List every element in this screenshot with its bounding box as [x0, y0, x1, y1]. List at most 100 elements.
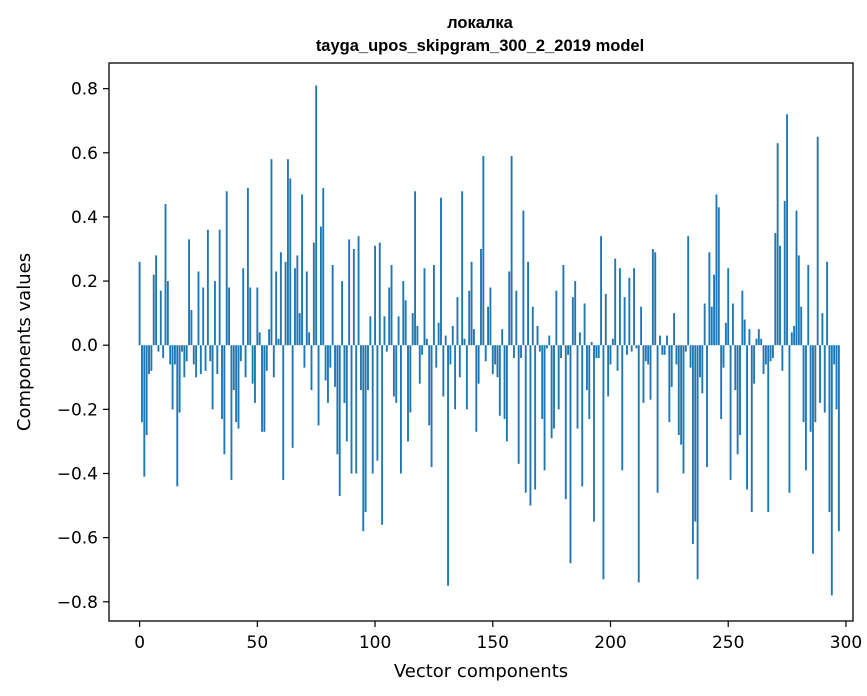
bar: [237, 345, 240, 429]
bar: [637, 345, 640, 583]
bar: [141, 345, 143, 423]
bar: [494, 345, 497, 365]
bar: [670, 345, 673, 387]
bar: [602, 345, 605, 580]
bar: [560, 345, 562, 359]
bar: [750, 345, 753, 512]
bar: [324, 345, 327, 381]
bar: [364, 345, 367, 512]
x-tick-label: 0: [134, 633, 145, 653]
bar: [263, 345, 266, 432]
chart-subtitle: tayga_upos_skipgram_300_2_2019 model: [316, 37, 644, 55]
bar-series: [138, 85, 840, 596]
bar: [826, 261, 829, 346]
bar: [590, 342, 593, 346]
bar: [395, 345, 398, 403]
bar: [463, 338, 466, 346]
bar: [724, 322, 727, 346]
bar: [369, 316, 372, 346]
bar: [821, 313, 824, 346]
bar: [574, 281, 577, 346]
bar: [343, 345, 346, 403]
bar: [197, 271, 200, 346]
bar: [708, 252, 711, 346]
bar: [244, 345, 247, 378]
bar: [435, 345, 438, 368]
bar: [661, 345, 664, 355]
bar: [571, 297, 574, 346]
bar: [305, 271, 308, 346]
bar: [272, 345, 275, 378]
bar: [604, 293, 607, 346]
bar: [809, 345, 812, 432]
bar: [225, 191, 228, 346]
bar: [731, 303, 734, 346]
bar: [595, 345, 598, 359]
bar: [727, 268, 730, 346]
bar: [684, 345, 687, 352]
bar: [454, 345, 457, 410]
bar: [496, 345, 499, 378]
bar: [430, 345, 433, 468]
bar: [239, 345, 242, 362]
bar: [779, 245, 781, 346]
bar: [553, 345, 555, 429]
bar: [501, 329, 504, 346]
bar: [748, 329, 751, 346]
bar: [376, 345, 379, 461]
bar: [600, 236, 603, 346]
bar: [383, 316, 386, 346]
bar: [527, 261, 530, 346]
bar: [291, 345, 294, 448]
bar: [331, 265, 334, 346]
bar: [357, 236, 360, 346]
bar: [223, 345, 226, 455]
bar: [171, 345, 174, 410]
bar: [183, 345, 186, 378]
bar: [392, 345, 395, 397]
bar: [786, 114, 789, 346]
x-tick-label: 200: [594, 633, 626, 653]
y-tick-label: 0.8: [71, 80, 98, 100]
bar: [760, 338, 763, 346]
bar: [729, 345, 732, 480]
bar: [677, 345, 680, 435]
bar: [249, 287, 252, 346]
bar: [235, 345, 238, 423]
bar: [148, 345, 150, 375]
bar: [181, 345, 183, 352]
x-tick-label: 150: [477, 633, 509, 653]
bar: [407, 345, 409, 442]
y-tick-label: −0.8: [57, 593, 98, 613]
bar: [720, 345, 723, 419]
bar: [793, 325, 796, 346]
bar: [722, 345, 725, 368]
bar: [536, 325, 539, 346]
bar: [663, 345, 666, 355]
bar: [315, 85, 318, 346]
bar: [468, 290, 471, 346]
bar: [569, 345, 572, 564]
bar: [270, 159, 273, 346]
bar: [666, 335, 668, 346]
bar: [277, 338, 280, 346]
bar: [734, 345, 737, 391]
x-axis: 0 50 100 150 200 250 300: [134, 621, 862, 653]
bar: [739, 345, 741, 435]
bar: [541, 345, 544, 419]
bar: [651, 249, 654, 346]
bar: [618, 268, 621, 346]
bar: [480, 249, 482, 346]
bar: [835, 345, 838, 410]
bar: [409, 345, 412, 413]
y-tick-label: 0.6: [71, 144, 98, 164]
bar: [192, 345, 195, 365]
bar: [418, 345, 421, 384]
bar: [461, 191, 464, 346]
bar: [286, 159, 289, 346]
x-tick-label: 300: [830, 633, 862, 653]
bar: [218, 229, 221, 346]
bar: [515, 290, 518, 346]
bar: [767, 345, 770, 512]
bar: [352, 249, 355, 346]
